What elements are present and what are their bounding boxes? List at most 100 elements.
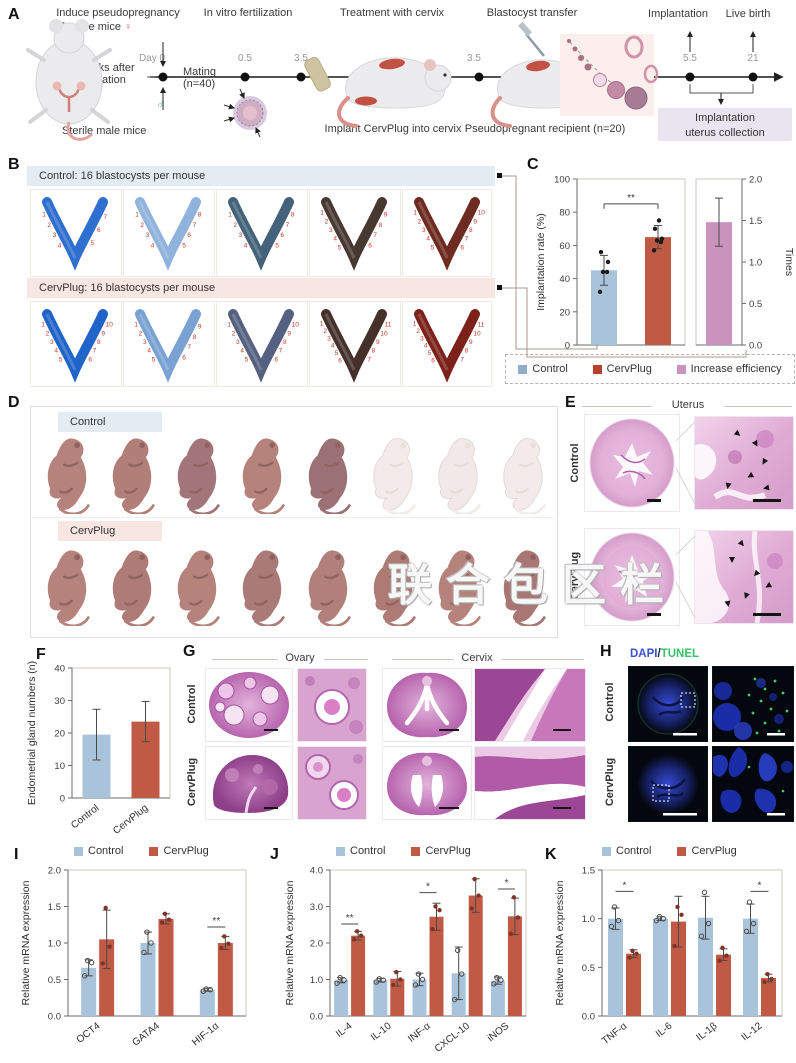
supine-mouse-illustration [26, 19, 112, 141]
panel-e-title: Uterus [671, 399, 705, 411]
cervix-inset-control [474, 668, 586, 742]
svg-text:2.0: 2.0 [749, 175, 762, 186]
svg-text:1.0: 1.0 [48, 939, 61, 950]
svg-text:Endometrial gland numbers (n): Endometrial gland numbers (n) [26, 661, 38, 805]
svg-text:2: 2 [323, 328, 327, 335]
panel-g-title-ovary: Ovary [285, 652, 315, 664]
timeline-21: 21 [747, 53, 759, 64]
pup-image [366, 546, 418, 632]
pup-image [496, 546, 548, 632]
svg-text:9: 9 [473, 218, 477, 225]
pup-image [235, 434, 287, 516]
svg-text:IL-4: IL-4 [334, 1020, 355, 1040]
ovary-section-control [205, 668, 293, 742]
female-symbol: ♀ [124, 21, 133, 33]
svg-text:11: 11 [478, 322, 485, 329]
svg-text:3: 3 [422, 227, 426, 234]
svg-text:2.0: 2.0 [310, 939, 323, 950]
svg-text:7: 7 [286, 222, 290, 229]
implant-cervplug-label: Implant CervPlug into cervix [324, 123, 462, 135]
svg-text:8: 8 [283, 339, 287, 346]
svg-text:10: 10 [473, 330, 481, 337]
pup-image [170, 546, 222, 632]
panel-g-row-control: Control [186, 684, 198, 724]
treatment-mouse-illustration [337, 57, 452, 128]
svg-text:*: * [758, 880, 762, 891]
svg-text:9: 9 [101, 330, 105, 337]
svg-text:3: 3 [236, 339, 240, 346]
svg-text:7: 7 [104, 214, 108, 221]
timeline-05: 0.5 [238, 53, 252, 64]
pup-image [235, 546, 287, 632]
panel-e-row-control: Control [569, 443, 581, 483]
svg-text:40: 40 [54, 664, 65, 675]
uterus-image: 1 2 3 4 5 6 7 8 9 10 [402, 189, 492, 277]
svg-text:1: 1 [134, 322, 138, 329]
svg-text:40: 40 [559, 274, 570, 285]
svg-text:8: 8 [469, 227, 473, 234]
svg-text:1.5: 1.5 [48, 902, 61, 913]
svg-text:2.0: 2.0 [48, 866, 61, 877]
connector-square-control [497, 173, 502, 178]
svg-text:10: 10 [292, 322, 300, 329]
panel-k-label: K [545, 846, 557, 863]
panel-d-cervplug-header: CervPlug [58, 521, 162, 541]
svg-text:7: 7 [465, 236, 469, 243]
step-title-implantation: Implantation [648, 8, 708, 20]
cervix-inset-cervplug [474, 746, 586, 820]
svg-text:IL-10: IL-10 [369, 1020, 394, 1043]
panel-c-label: C [527, 156, 539, 173]
svg-text:6: 6 [187, 232, 191, 239]
mrna-m2-chart: 0.0 1.0 2.0 3.0 4.0 Relative mRNA expression *… [282, 860, 534, 1063]
svg-text:8: 8 [198, 211, 202, 218]
svg-text:**: ** [346, 913, 354, 924]
svg-text:1: 1 [320, 210, 324, 217]
svg-text:3.0: 3.0 [310, 902, 323, 913]
svg-text:9: 9 [376, 339, 380, 346]
svg-text:6: 6 [182, 355, 186, 362]
dapi-label: DAPI [630, 648, 658, 660]
step-title-transfer: Blastocyst transfer [486, 7, 578, 19]
svg-text:0.0: 0.0 [582, 1012, 595, 1023]
svg-text:1: 1 [135, 211, 139, 218]
collection-bracket [689, 84, 754, 94]
svg-text:7: 7 [93, 348, 97, 355]
panel-e-title-rule-left [582, 406, 652, 407]
pup-image [431, 434, 483, 516]
pup-image [301, 546, 353, 632]
mrna-embryo-chart: 0.0 0.5 1.0 1.5 2.0 Relative mRNA expression *… [18, 860, 256, 1063]
svg-text:5: 5 [245, 356, 249, 363]
svg-text:5: 5 [152, 356, 156, 363]
panel-d-control-header: Control [58, 412, 162, 432]
timeline-day0: Day 0 [138, 53, 166, 64]
uterus-inset-control [694, 416, 794, 510]
panel-h-row-control: Control [604, 682, 616, 722]
svg-text:Relative mRNA expression: Relative mRNA expression [20, 880, 32, 1005]
legend-item: Control [518, 363, 568, 375]
svg-text:8: 8 [465, 348, 469, 355]
svg-text:5: 5 [59, 356, 63, 363]
panel-c-legend: Control CervPlug Increase efficiency [505, 354, 795, 384]
timeline-35b: 3.5 [467, 53, 481, 64]
svg-text:7: 7 [193, 222, 197, 229]
uterus-section-cervplug [584, 528, 680, 626]
svg-text:5: 5 [428, 350, 432, 357]
step-title-live-birth: Live birth [725, 8, 771, 20]
uterus-inset-cervplug [694, 530, 794, 624]
panel-f-label: F [36, 646, 46, 663]
panel-a-label: A [8, 6, 20, 23]
svg-text:2: 2 [139, 330, 143, 337]
svg-text:CXCL-10: CXCL-10 [433, 1020, 473, 1054]
watermark-text: 联合包区栏 [388, 561, 678, 610]
svg-text:Relative mRNA expression: Relative mRNA expression [554, 880, 566, 1005]
svg-text:1.0: 1.0 [582, 914, 595, 925]
svg-text:9: 9 [287, 330, 291, 337]
svg-text:20: 20 [54, 729, 65, 740]
svg-text:0.5: 0.5 [48, 975, 61, 986]
svg-text:6: 6 [88, 356, 92, 363]
panel-g-row-cervplug: CervPlug [186, 757, 198, 807]
tunel-inset-cervplug [712, 746, 794, 822]
svg-text:CervPlug: CervPlug [111, 803, 150, 837]
